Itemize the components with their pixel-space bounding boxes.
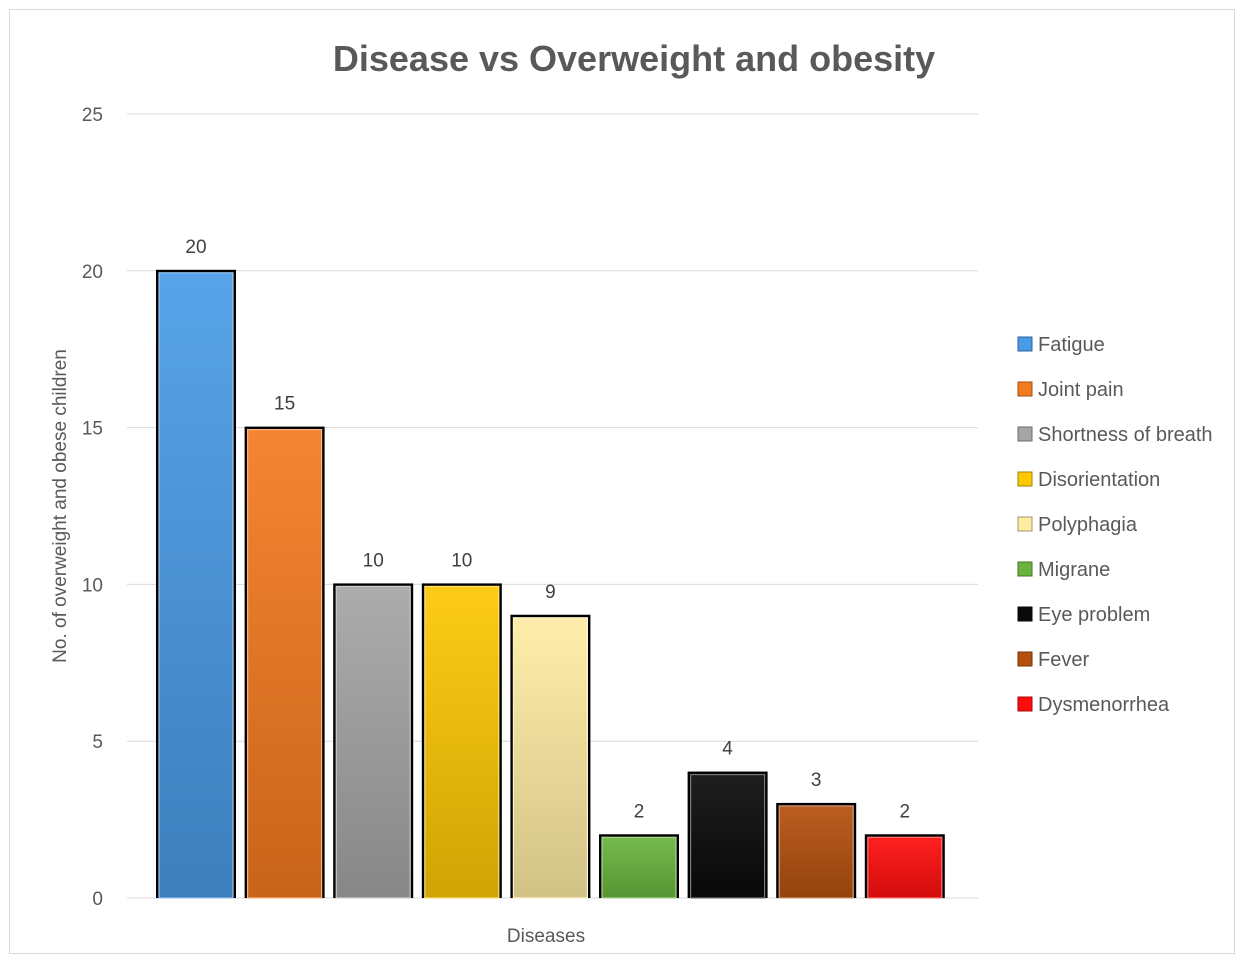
legend-swatch [1017,561,1033,577]
legend-item: Fever [1017,649,1089,671]
data-label: 20 [185,237,206,258]
bars [156,269,945,899]
legend-swatch [1017,381,1033,397]
data-label: 10 [451,550,472,571]
legend-item: Dysmenorrhea [1017,694,1170,716]
data-labels: 20 15 10 10 9 2 4 3 2 [185,237,910,822]
y-tick-label: 15 [82,419,103,440]
bar-fever [778,805,854,899]
y-axis-label: No. of overweight and obese children [50,349,71,663]
legend-swatch [1017,606,1033,622]
y-tick-label: 5 [92,732,103,753]
bar-eye-problem [689,773,766,899]
data-label: 2 [634,801,645,822]
legend-swatch [1017,426,1033,442]
y-tick-label: 25 [82,105,103,126]
legend-label: Dysmenorrhea [1038,694,1170,716]
y-tick-label: 0 [92,889,103,910]
legend-swatch [1017,696,1033,712]
bar-migrane [601,836,677,899]
y-tick-label: 20 [82,262,103,283]
chart-title: Disease vs Overweight and obesity [333,38,935,79]
legend-item: Eye problem [1017,604,1150,626]
data-label: 4 [722,739,733,760]
data-label: 3 [811,770,822,791]
legend-label: Migrane [1038,559,1110,581]
legend-swatch [1017,471,1033,487]
legend-item: Disorientation [1017,469,1160,491]
legend: Fatigue Joint pain Shortness of breath Diso… [1017,334,1213,716]
bar-polyphagia [512,617,589,899]
bar-shortness-of-breath [335,585,411,899]
legend-label: Eye problem [1038,604,1150,626]
legend-swatch [1017,336,1033,352]
legend-label: Polyphagia [1038,514,1138,536]
legend-label: Shortness of breath [1038,424,1213,446]
data-label: 2 [900,801,911,822]
legend-item: Polyphagia [1017,514,1138,536]
y-tick-label: 10 [82,575,103,596]
legend-item: Migrane [1017,559,1110,581]
bar-fatigue [158,272,234,899]
bar-dysmenorrhea [867,836,943,899]
legend-label: Joint pain [1038,379,1124,401]
legend-swatch [1017,651,1033,667]
x-axis-label: Diseases [507,926,585,947]
data-label: 15 [274,394,295,415]
legend-swatch [1017,516,1033,532]
legend-label: Disorientation [1038,469,1160,491]
legend-item: Fatigue [1017,334,1105,356]
bar-disorientation [424,585,500,899]
bar-joint-pain [247,429,323,899]
data-label: 10 [363,550,384,571]
legend-label: Fatigue [1038,334,1105,356]
legend-label: Fever [1038,649,1089,671]
legend-item: Shortness of breath [1017,424,1213,446]
chart-frame [9,9,1235,954]
data-label: 9 [545,582,556,603]
legend-item: Joint pain [1017,379,1124,401]
y-axis-ticks: 0 5 10 15 20 25 [82,105,103,910]
